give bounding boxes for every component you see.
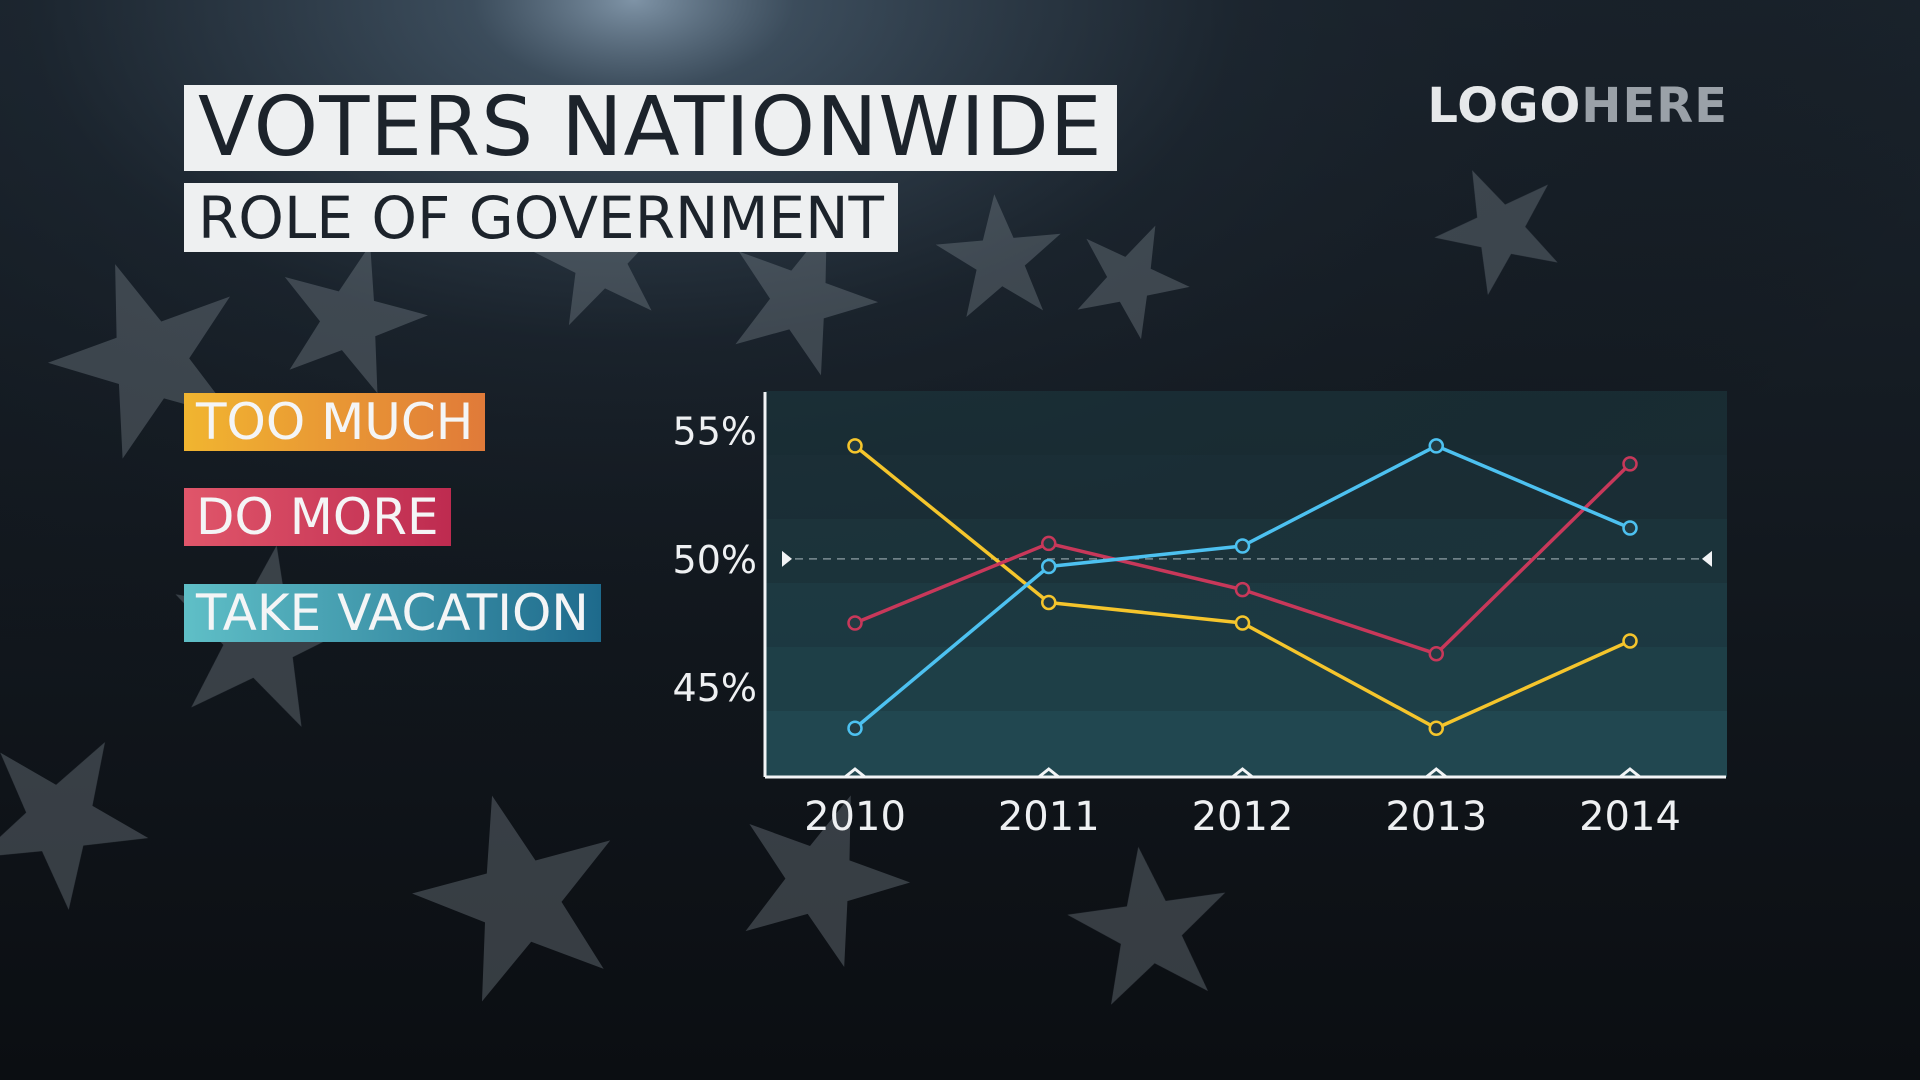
data-point [1234, 581, 1251, 598]
x-tick-label: 2010 [804, 794, 906, 840]
x-tick-label: 2011 [998, 794, 1100, 840]
x-tick-mark [1425, 767, 1448, 779]
reference-line-50 [782, 550, 1712, 567]
data-point [1041, 535, 1057, 552]
chart-title: VOTERS NATIONWIDE [198, 80, 1103, 175]
data-point [847, 438, 863, 454]
chart-subtitle: ROLE OF GOVERNMENT [198, 183, 884, 252]
y-tick-label: 45% [673, 666, 757, 710]
legend-label: TAKE VACATION [196, 584, 589, 642]
x-tick-mark [1231, 767, 1254, 779]
y-axis-ticks: 55% 50% 45% [673, 410, 757, 711]
legend-item-take-vacation: TAKE VACATION [184, 584, 601, 642]
series-lines [847, 438, 1638, 736]
y-tick-label: 55% [673, 410, 757, 454]
data-point [1234, 538, 1251, 554]
legend-item-too-much: TOO MUCH [184, 393, 486, 451]
data-point [1622, 520, 1638, 536]
series-do-more [847, 456, 1638, 662]
x-tick-label: 2013 [1385, 794, 1487, 840]
series-too-much [847, 438, 1638, 736]
data-point [1428, 646, 1444, 662]
chart-axes [763, 392, 1726, 779]
x-tick-mark [1619, 767, 1641, 779]
data-point [847, 615, 863, 631]
y-tick-label: 50% [673, 538, 757, 582]
reference-marker-left [782, 550, 792, 567]
x-tick-label: 2014 [1579, 794, 1681, 840]
x-tick-mark [844, 767, 866, 779]
series-take-vacation [847, 438, 1638, 736]
data-point [1041, 594, 1057, 611]
reference-marker-right [1702, 550, 1712, 567]
title-banner: VOTERS NATIONWIDE [184, 85, 1117, 171]
legend-item-do-more: DO MORE [184, 488, 451, 546]
legend-label: TOO MUCH [196, 393, 474, 451]
logo: LOGOHERE [1427, 78, 1728, 134]
subtitle-banner: ROLE OF GOVERNMENT [184, 183, 898, 252]
legend-label: DO MORE [196, 488, 439, 546]
x-axis-ticks: 2010 2011 2012 2013 2014 [804, 767, 1681, 840]
data-point [1041, 558, 1057, 575]
logo-text-primary: LOGO [1427, 78, 1582, 134]
data-point [1428, 438, 1444, 454]
x-tick-label: 2012 [1192, 794, 1294, 840]
logo-text-secondary: HERE [1581, 78, 1728, 134]
data-point [847, 720, 863, 736]
data-point [1428, 720, 1444, 736]
data-point [1234, 615, 1251, 631]
x-tick-mark [1037, 767, 1060, 779]
data-point [1622, 633, 1638, 649]
data-point [1622, 456, 1638, 472]
